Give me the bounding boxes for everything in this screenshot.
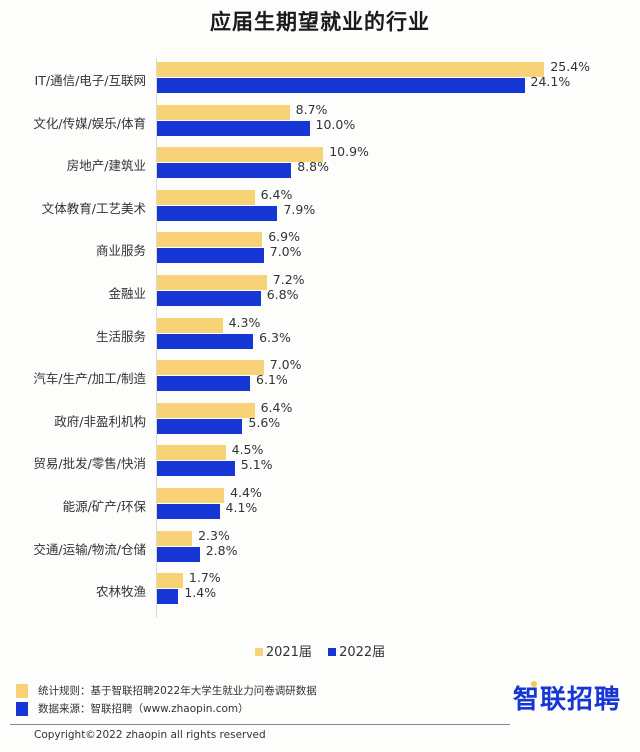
bar-2022: [157, 291, 261, 306]
legend-item-2021: 2021届: [254, 641, 312, 660]
value-label-2022: 1.4%: [184, 585, 217, 601]
bar-2021: [157, 317, 223, 333]
category-label: 交通/运输/物流/仓储: [33, 541, 146, 557]
value-label-2021: 2.3%: [198, 527, 230, 543]
category-label: 商业服务: [95, 243, 146, 259]
note-rule: 统计规则：基于智联招聘2022年大学生就业力问卷调研数据: [16, 683, 317, 698]
bar-group: 交通/运输/物流/仓储 2.3% 2.8%: [0, 527, 640, 569]
category-label: 汽车/生产/加工/制造: [33, 371, 146, 387]
value-label-2021: 7.0%: [269, 357, 302, 373]
category-label: 贸易/批发/零售/快消: [33, 456, 146, 472]
bar-2022: [157, 248, 264, 264]
y-axis-line: [156, 58, 157, 618]
bar-2021: [157, 402, 255, 418]
legend-swatch-2021: [254, 648, 263, 656]
value-label-2021: 6.4%: [260, 399, 293, 415]
bar-2021: [157, 445, 226, 461]
value-label-2022: 7.0%: [269, 244, 302, 260]
bar-2022: [157, 418, 243, 434]
bar-2022: [157, 120, 310, 136]
bar-group: 文体教育/工艺美术 6.4% 7.9%: [0, 186, 640, 228]
bar-group: IT/通信/电子/互联网 25.4% 24.1%: [0, 59, 640, 100]
bar-group: 贸易/批发/零售/快消 4.5% 5.1%: [0, 442, 640, 483]
legend-item-2022: 2022届: [328, 641, 385, 660]
note-swatch-blue: [16, 701, 28, 716]
bar-group: 汽车/生产/加工/制造 7.0% 6.1%: [0, 357, 640, 398]
bar-group: 农林牧渔 1.7% 1.4%: [0, 570, 640, 611]
logo-dot-icon: [531, 681, 537, 687]
value-label-2022: 10.0%: [315, 116, 356, 132]
category-label: 房地产/建筑业: [66, 158, 146, 174]
value-label-2022: 5.6%: [248, 414, 281, 430]
bar-group: 文化/传媒/娱乐/体育 8.7% 10.0%: [0, 101, 640, 143]
note-source-text: 数据来源：智联招聘（www.zhaopin.com）: [38, 703, 249, 715]
note-source: 数据来源：智联招聘（www.zhaopin.com）: [16, 701, 249, 716]
bar-2022: [157, 163, 292, 179]
bar-2022: [157, 589, 179, 605]
category-label: 文体教育/工艺美术: [41, 200, 146, 216]
bar-2021: [157, 275, 267, 290]
category-label: 文化/传媒/娱乐/体育: [33, 115, 146, 131]
category-label: 政府/非盈利机构: [54, 413, 146, 429]
footer-divider: [10, 724, 510, 725]
value-label-2021: 4.4%: [230, 485, 262, 500]
value-label-2022: 5.1%: [240, 457, 273, 473]
bar-2022: [157, 376, 251, 392]
category-label: 金融业: [108, 286, 146, 301]
value-label-2021: 25.4%: [550, 59, 591, 74]
bar-2022: [157, 78, 525, 93]
bar-2021: [157, 104, 290, 120]
value-label-2022: 7.9%: [283, 201, 316, 217]
legend-label-2022: 2022届: [339, 645, 386, 660]
category-label: 农林牧渔: [95, 584, 146, 600]
bar-group: 能源/矿产/环保 4.4% 4.1%: [0, 485, 640, 526]
value-label-2021: 6.9%: [268, 229, 300, 245]
bar-2022: [157, 546, 200, 562]
bar-group: 房地产/建筑业 10.9% 8.8%: [0, 144, 640, 185]
value-label-2022: 6.3%: [259, 329, 291, 345]
value-label-2021: 1.7%: [188, 570, 221, 586]
value-label-2022: 6.1%: [256, 372, 288, 388]
logo-text: 智联招聘: [513, 685, 622, 715]
note-rule-text: 统计规则：基于智联招聘2022年大学生就业力问卷调研数据: [38, 685, 317, 697]
value-label-2022: 4.1%: [225, 500, 258, 515]
legend: 2021届 2022届: [0, 641, 640, 660]
zhaopin-logo: 智联招聘: [513, 679, 621, 716]
value-label-2021: 8.7%: [295, 101, 328, 117]
bar-2021: [157, 189, 255, 205]
bar-2021: [157, 573, 183, 589]
category-label: IT/通信/电子/互联网: [34, 73, 146, 88]
bar-2022: [157, 504, 220, 519]
bar-2021: [157, 360, 264, 376]
value-label-2022: 2.8%: [205, 542, 238, 558]
chart-title: 应届生期望就业的行业: [210, 10, 430, 34]
bar-2021: [157, 488, 225, 503]
category-label: 能源/矿产/环保: [62, 499, 146, 514]
bar-2022: [157, 333, 254, 349]
value-label-2021: 4.3%: [228, 314, 261, 330]
value-label-2021: 6.4%: [260, 186, 293, 202]
bar-2021: [157, 530, 193, 546]
bar-group: 政府/非盈利机构 6.4% 5.6%: [0, 399, 640, 441]
bar-2021: [157, 232, 263, 248]
bar-group: 金融业 7.2% 6.8%: [0, 272, 640, 313]
category-label: 生活服务: [95, 328, 146, 344]
value-label-2021: 10.9%: [329, 144, 369, 160]
value-label-2021: 4.5%: [231, 442, 264, 458]
bar-2021: [157, 62, 545, 77]
value-label-2022: 6.8%: [266, 287, 299, 302]
bar-2021: [157, 147, 324, 163]
bar-2022: [157, 205, 278, 221]
note-swatch-yellow: [16, 683, 28, 698]
bar-group: 商业服务 6.9% 7.0%: [0, 229, 640, 270]
value-label-2022: 24.1%: [530, 74, 571, 89]
copyright: Copyright©2022 zhaopin all rights reserv…: [34, 729, 266, 741]
legend-swatch-2022: [328, 648, 337, 656]
bar-group: 生活服务 4.3% 6.3%: [0, 314, 640, 356]
bar-2022: [157, 461, 235, 477]
value-label-2021: 7.2%: [272, 272, 305, 287]
value-label-2022: 8.8%: [297, 159, 329, 175]
legend-label-2021: 2021届: [265, 645, 312, 660]
